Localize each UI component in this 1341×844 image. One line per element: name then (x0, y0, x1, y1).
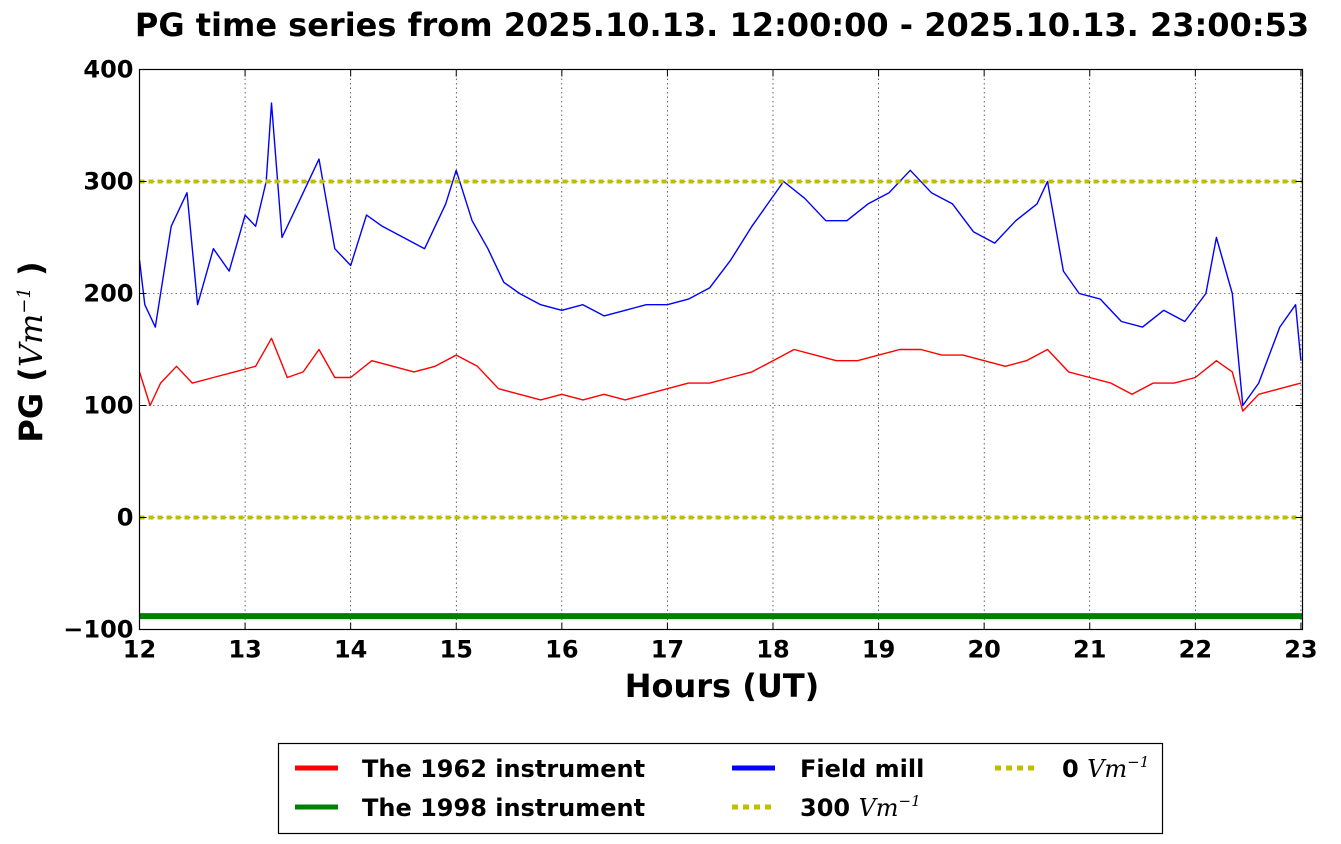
legend-box (277, 742, 1164, 835)
x-tick-label: 16 (545, 636, 578, 664)
legend-label-0: 0 Vm−1 (1062, 753, 1149, 783)
series-1962-instrument (138, 337, 1302, 412)
y-axis-label: PG (Vm−1 ) (12, 261, 50, 442)
series-field-mill (138, 102, 1302, 407)
legend: The 1962 instrument The 1998 instrument … (277, 742, 1164, 835)
x-tick-label: 23 (1284, 636, 1317, 664)
x-tick-label: 18 (756, 636, 789, 664)
legend-label-1998: The 1998 instrument (362, 794, 645, 822)
x-tick-label: 22 (1179, 636, 1212, 664)
x-tick-label: 13 (228, 636, 261, 664)
y-tick-label: 0 (117, 504, 134, 532)
y-tick-label: 100 (83, 392, 133, 420)
x-tick-label: 21 (1073, 636, 1106, 664)
legend-label-field-mill: Field mill (800, 755, 924, 783)
y-tick-label: 300 (83, 168, 133, 196)
x-tick-label: 12 (123, 636, 156, 664)
x-axis-label: Hours (UT) (625, 667, 820, 705)
x-tick-label: 15 (440, 636, 473, 664)
x-tick-labels: 12 13 14 15 16 17 18 19 20 21 22 23 (123, 636, 1318, 664)
grid-lines (139, 69, 1303, 630)
x-tick-label: 14 (334, 636, 367, 664)
plot-frame (138, 68, 1304, 631)
x-tick-label: 20 (967, 636, 1000, 664)
y-tick-label: −100 (63, 616, 133, 644)
series-layer (138, 102, 1303, 620)
chart-title: PG time series from 2025.10.13. 12:00:00… (135, 6, 1309, 44)
y-tick-label: 200 (83, 280, 133, 308)
x-tick-label: 17 (651, 636, 684, 664)
y-tick-label: 400 (83, 56, 133, 84)
legend-label-300: 300 Vm−1 (800, 792, 921, 822)
legend-label-1962: The 1962 instrument (362, 755, 645, 783)
tick-marks (139, 69, 1303, 630)
y-tick-labels: −100 0 100 200 300 400 (63, 56, 133, 644)
x-tick-label: 19 (862, 636, 895, 664)
